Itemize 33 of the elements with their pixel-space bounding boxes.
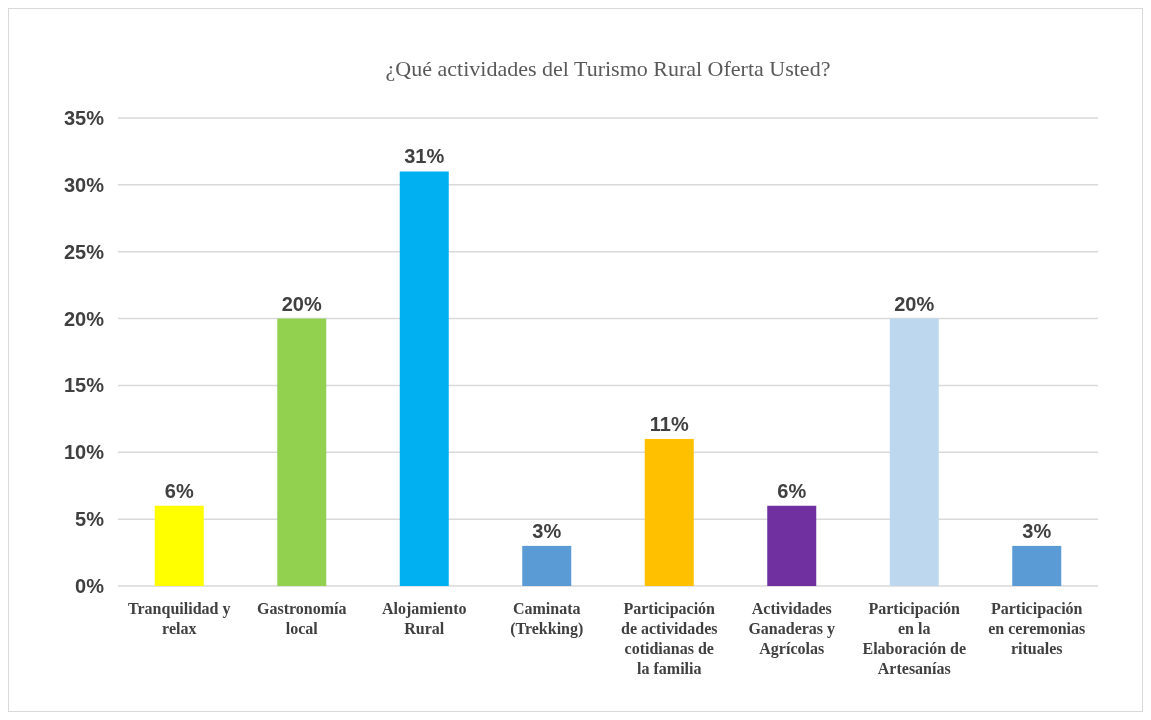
y-tick-label: 10% <box>63 441 105 464</box>
bar <box>889 318 939 586</box>
y-tick-label: 35% <box>63 107 105 129</box>
y-tick-label: 0% <box>75 575 105 597</box>
data-label: 11% <box>649 412 689 435</box>
y-tick-label: 20% <box>63 307 105 330</box>
y-tick-label: 5% <box>75 508 105 531</box>
bar <box>644 438 694 586</box>
data-label: 31% <box>404 145 445 168</box>
data-label: 3% <box>1022 519 1052 542</box>
bar <box>277 318 327 586</box>
x-tick-label: Caminata (Trekking) <box>510 600 584 638</box>
x-tick-label: Gastronomía local <box>257 600 347 637</box>
bar <box>1012 545 1062 586</box>
x-tick-label: Participación de actividades cotidianas de la familia <box>621 600 718 677</box>
x-tick-label: Participación en la Elaboración de Artesanías <box>862 600 967 677</box>
y-tick-label: 30% <box>63 173 105 196</box>
x-tick-label: Tranquilidad y relax <box>128 600 231 637</box>
data-label: 6% <box>777 479 807 502</box>
data-label: 20% <box>281 292 322 315</box>
bar <box>522 545 572 586</box>
x-tick-label: Participación en ceremonias rituales <box>988 600 1086 657</box>
data-label: 3% <box>532 519 562 542</box>
x-tick-label: Actividades Ganaderas y Agrícolas <box>748 600 836 658</box>
bar <box>154 505 204 586</box>
data-label: 6% <box>164 479 194 502</box>
y-tick-label: 25% <box>63 240 105 263</box>
chart-title: ¿Qué actividades del Turismo Rural Oferta Usted? <box>385 56 831 81</box>
x-tick-label: Alojamiento Rural <box>382 600 467 637</box>
bar <box>399 171 449 586</box>
data-label: 20% <box>894 292 935 315</box>
y-tick-label: 15% <box>63 374 105 397</box>
bar <box>767 505 817 586</box>
